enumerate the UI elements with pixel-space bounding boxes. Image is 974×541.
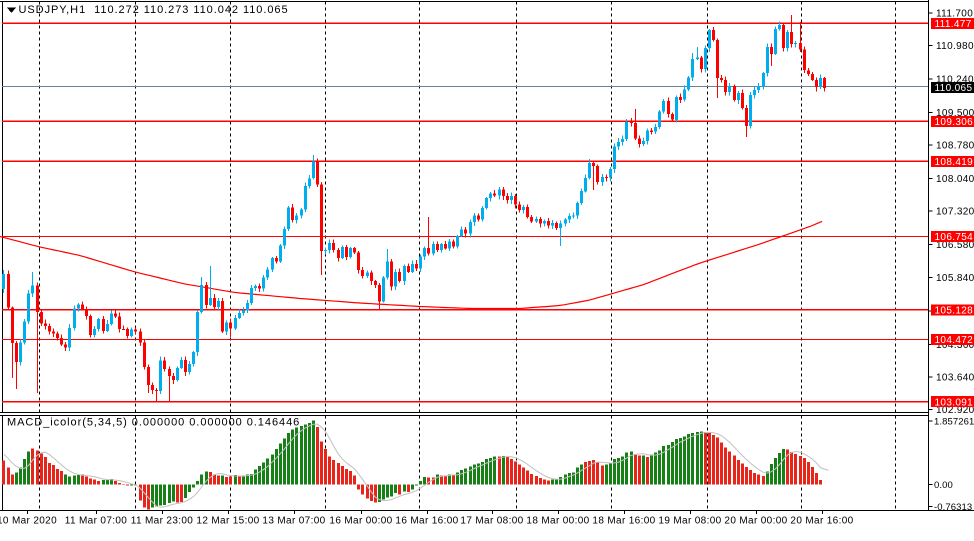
svg-text:-0.76313: -0.76313 xyxy=(934,502,972,513)
svg-text:0.00: 0.00 xyxy=(934,480,953,491)
svg-text:19 Mar 08:00: 19 Mar 08:00 xyxy=(658,516,721,527)
svg-text:12 Mar 15:00: 12 Mar 15:00 xyxy=(196,516,259,527)
svg-text:104.360: 104.360 xyxy=(936,340,974,351)
svg-text:109.306: 109.306 xyxy=(935,117,974,128)
svg-text:105.128: 105.128 xyxy=(935,306,974,317)
svg-text:102.920: 102.920 xyxy=(936,405,974,416)
svg-text:USDJPY,H1 110.272 110.273 110: USDJPY,H1 110.272 110.273 110.042 110.06… xyxy=(19,4,289,16)
svg-text:111.700: 111.700 xyxy=(936,9,973,20)
svg-text:106.754: 106.754 xyxy=(935,232,974,243)
svg-text:16 Mar 00:00: 16 Mar 00:00 xyxy=(329,516,392,527)
svg-text:13 Mar 07:00: 13 Mar 07:00 xyxy=(262,516,325,527)
svg-text:18 Mar 16:00: 18 Mar 16:00 xyxy=(592,516,655,527)
svg-text:17 Mar 08:00: 17 Mar 08:00 xyxy=(460,516,523,527)
svg-text:108.780: 108.780 xyxy=(936,141,974,152)
svg-text:110.065: 110.065 xyxy=(935,83,973,94)
svg-text:110.240: 110.240 xyxy=(936,75,974,86)
svg-text:MACD_icolor(5,34,5) 0.000000 0: MACD_icolor(5,34,5) 0.000000 0.000000 0.… xyxy=(7,417,300,429)
svg-text:104.472: 104.472 xyxy=(935,335,974,346)
svg-text:18 Mar 00:00: 18 Mar 00:00 xyxy=(526,516,589,527)
svg-text:103.091: 103.091 xyxy=(935,398,974,409)
svg-text:1.857261: 1.857261 xyxy=(934,417,974,428)
svg-text:108.040: 108.040 xyxy=(936,174,974,185)
svg-text:105.840: 105.840 xyxy=(936,273,974,284)
svg-text:11 Mar 07:00: 11 Mar 07:00 xyxy=(65,516,127,527)
svg-text:20 Mar 00:00: 20 Mar 00:00 xyxy=(724,516,787,527)
svg-text:108.419: 108.419 xyxy=(935,157,974,168)
svg-text:109.500: 109.500 xyxy=(936,108,974,119)
svg-text:107.320: 107.320 xyxy=(936,206,974,217)
svg-text:16 Mar 16:00: 16 Mar 16:00 xyxy=(395,516,458,527)
svg-text:10 Mar 2020: 10 Mar 2020 xyxy=(0,516,57,527)
svg-text:111.477: 111.477 xyxy=(935,19,972,30)
svg-text:20 Mar 16:00: 20 Mar 16:00 xyxy=(790,516,853,527)
svg-text:11 Mar 23:00: 11 Mar 23:00 xyxy=(131,516,193,527)
svg-text:106.580: 106.580 xyxy=(936,240,974,251)
svg-text:110.980: 110.980 xyxy=(936,41,974,52)
svg-text:103.640: 103.640 xyxy=(936,372,974,383)
